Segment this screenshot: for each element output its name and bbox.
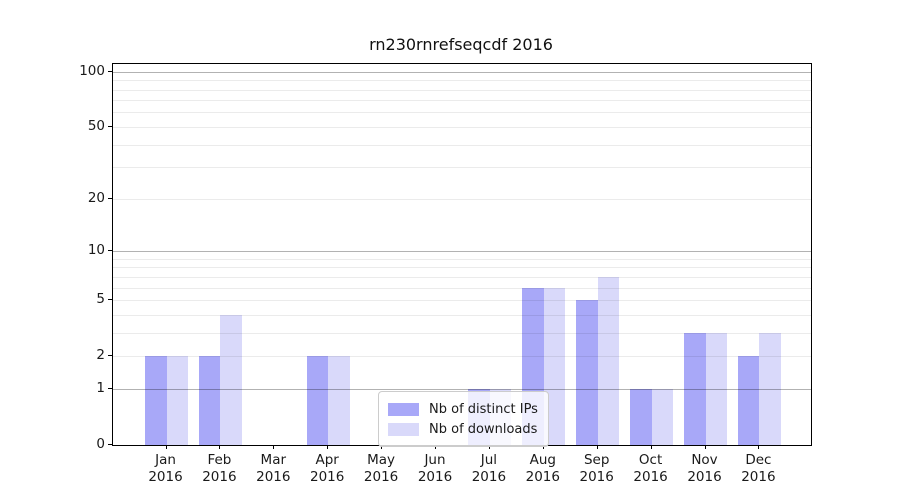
bar-series0-sep: [576, 300, 598, 445]
bar-series0-oct: [630, 388, 652, 445]
chart-title: rn230rnrefseqcdf 2016: [369, 35, 553, 54]
bar-series1-sep: [597, 276, 620, 445]
y-tick-label: 50: [87, 117, 105, 134]
legend-item-distinct-ips: Nb of distinct IPs: [388, 399, 538, 419]
y-tick-label: 2: [96, 347, 105, 364]
bar-series1-feb: [220, 314, 242, 445]
x-tick-label: Oct 2016: [633, 452, 668, 485]
bar-series0-dec: [737, 356, 760, 445]
x-tick-label: May 2016: [363, 452, 399, 485]
bar-series1-jan: [166, 356, 188, 445]
y-tick-label: 5: [96, 291, 105, 308]
x-tick-label: Mar 2016: [256, 452, 291, 485]
bar-series1-aug: [543, 287, 566, 445]
y-tick-label: 0: [96, 436, 105, 452]
y-tick-label: 100: [79, 62, 105, 79]
legend-label-distinct-ips: Nb of distinct IPs: [429, 401, 538, 417]
bar-series1-apr: [328, 356, 350, 445]
legend-item-downloads: Nb of downloads: [388, 419, 538, 439]
bar-series0-nov: [684, 332, 706, 445]
bar-series0-jan: [145, 356, 167, 445]
x-tick-label: Nov 2016: [687, 452, 722, 485]
x-tick-label: Dec 2016: [741, 452, 776, 485]
x-tick-label: Jan 2016: [148, 452, 183, 485]
y-tick-label: 20: [87, 189, 105, 206]
plot-area: Nb of distinct IPs Nb of downloads: [112, 63, 812, 447]
bar-series1-dec: [759, 332, 781, 445]
legend-label-downloads: Nb of downloads: [429, 421, 538, 437]
x-tick-label: Aug 2016: [525, 452, 560, 485]
legend-swatch-distinct-ips: [388, 402, 419, 416]
x-tick-label: Apr 2016: [310, 452, 345, 485]
bars-layer: [113, 64, 811, 445]
legend-swatch-downloads: [388, 422, 419, 436]
x-tick-label: Sep 2016: [579, 452, 614, 485]
bar-series0-feb: [198, 356, 221, 445]
bar-series1-nov: [705, 332, 727, 445]
x-tick-label: Jul 2016: [471, 452, 507, 485]
bar-series1-oct: [651, 388, 674, 445]
x-tick-label: Jun 2016: [417, 452, 453, 485]
legend: Nb of distinct IPs Nb of downloads: [378, 391, 549, 447]
y-tick-label: 1: [96, 379, 105, 396]
bar-series0-apr: [306, 356, 329, 445]
x-tick-label: Feb 2016: [202, 452, 237, 485]
y-tick-label: 10: [87, 242, 105, 258]
